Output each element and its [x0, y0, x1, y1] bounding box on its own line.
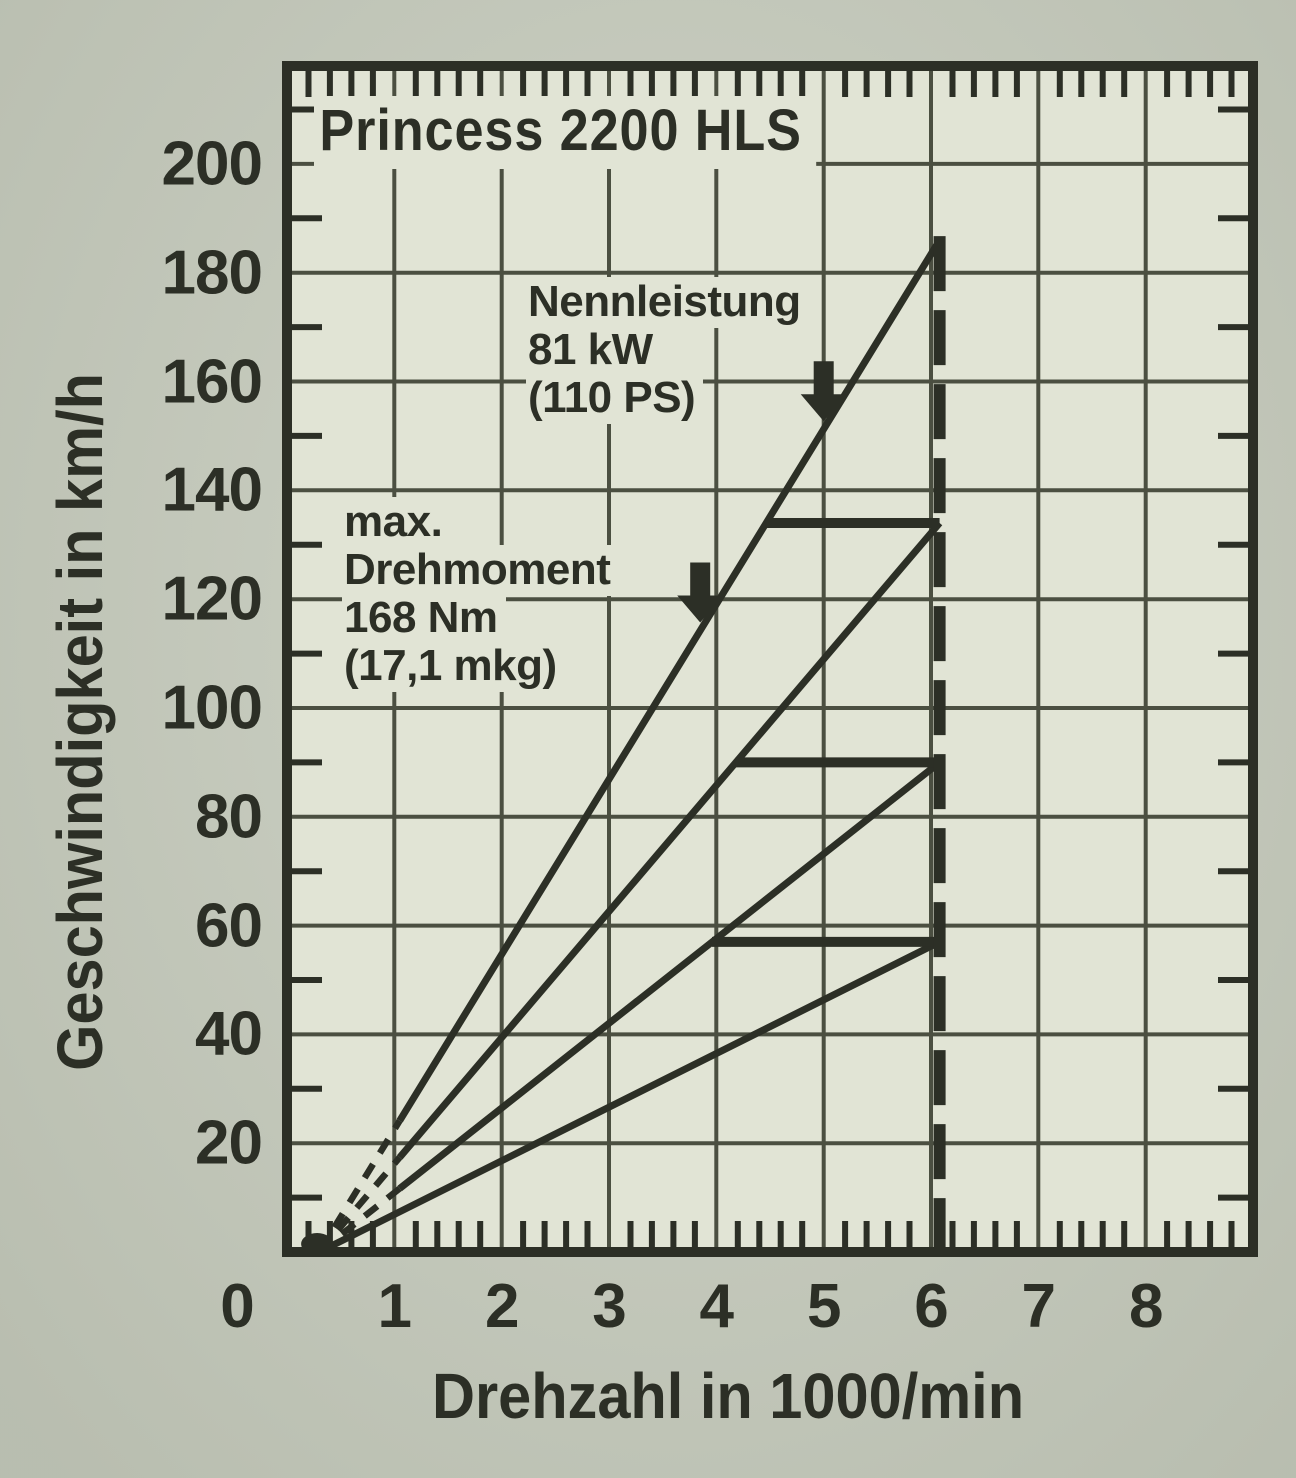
gear-line-3-dashed-start — [316, 1155, 403, 1255]
annotation-rated-power: Nennleistung 81 kW (110 PS) — [526, 277, 809, 424]
minor-ticks — [292, 71, 1248, 1247]
gear-line-3 — [397, 520, 943, 1160]
y-tick-label: 20 — [195, 1108, 263, 1178]
plot-border — [282, 61, 1258, 1257]
gear-line-2 — [397, 759, 942, 1192]
y-tick-label: 160 — [161, 347, 263, 416]
x-tick-label: 0 — [220, 1272, 254, 1341]
annotation-max-torque: max. Drehmoment 168 Nm (17,1 mkg) — [342, 497, 619, 692]
annotation-text: 168 Nm — [342, 593, 506, 644]
y-tick-label: 100 — [161, 673, 263, 743]
torque-down-arrow-icon — [677, 562, 724, 623]
annotation-text: (110 PS) — [526, 373, 704, 424]
x-tick-label: 3 — [592, 1272, 626, 1341]
y-tick-label: 140 — [161, 455, 263, 525]
y-tick-label: 60 — [195, 891, 263, 961]
gear-line-4-dashed-start — [316, 1119, 403, 1254]
x-tick-label: 6 — [914, 1272, 948, 1341]
x-tick-label: 5 — [806, 1272, 841, 1341]
y-tick-label: 80 — [195, 782, 263, 852]
annotation-text: (17,1 mkg) — [342, 641, 565, 692]
x-axis-title: Drehzahl in 1000/min — [431, 1360, 1025, 1432]
y-tick-label: 180 — [161, 238, 263, 308]
annotation-text: Drehmoment — [342, 545, 619, 596]
gear-line-1 — [317, 938, 942, 1256]
y-tick-label: 120 — [161, 564, 263, 634]
x-tick-label: 7 — [1021, 1272, 1056, 1341]
y-tick-label: 200 — [161, 129, 263, 199]
chart-title-text: Princess 2200 HLS — [314, 96, 817, 169]
x-tick-label: 8 — [1128, 1272, 1163, 1341]
annotation-text: 81 kW — [526, 325, 661, 376]
gear-line-4 — [396, 238, 943, 1123]
annotation-text: max. — [342, 497, 451, 548]
x-tick-label: 1 — [377, 1272, 412, 1341]
annotation-text: Nennleistung — [526, 277, 809, 328]
y-tick-label: 40 — [195, 999, 263, 1069]
x-tick-label: 4 — [699, 1272, 734, 1341]
power-down-arrow-icon — [800, 361, 847, 422]
chart-title: Princess 2200 HLS — [314, 96, 817, 169]
x-tick-label: 2 — [484, 1272, 519, 1341]
